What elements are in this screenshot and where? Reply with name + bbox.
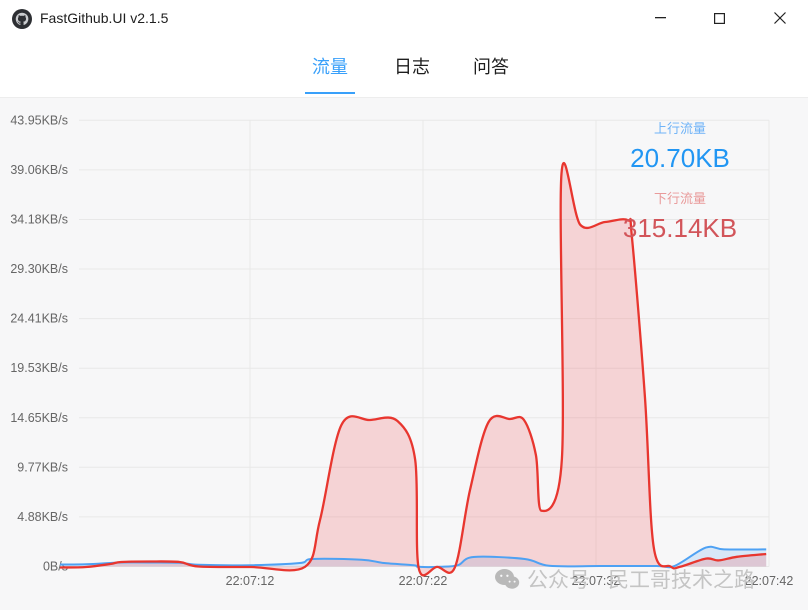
svg-text:14.65KB/s: 14.65KB/s bbox=[10, 411, 68, 425]
svg-text:29.30KB/s: 29.30KB/s bbox=[10, 262, 68, 276]
svg-text:4.88KB/s: 4.88KB/s bbox=[17, 510, 68, 524]
svg-text:43.95KB/s: 43.95KB/s bbox=[10, 113, 68, 127]
svg-text:9.77KB/s: 9.77KB/s bbox=[17, 460, 68, 474]
svg-text:34.18KB/s: 34.18KB/s bbox=[10, 213, 68, 227]
svg-text:19.53KB/s: 19.53KB/s bbox=[10, 361, 68, 375]
svg-text:22:07:12: 22:07:12 bbox=[226, 574, 275, 588]
svg-text:39.06KB/s: 39.06KB/s bbox=[10, 163, 68, 177]
svg-text:24.41KB/s: 24.41KB/s bbox=[10, 312, 68, 326]
